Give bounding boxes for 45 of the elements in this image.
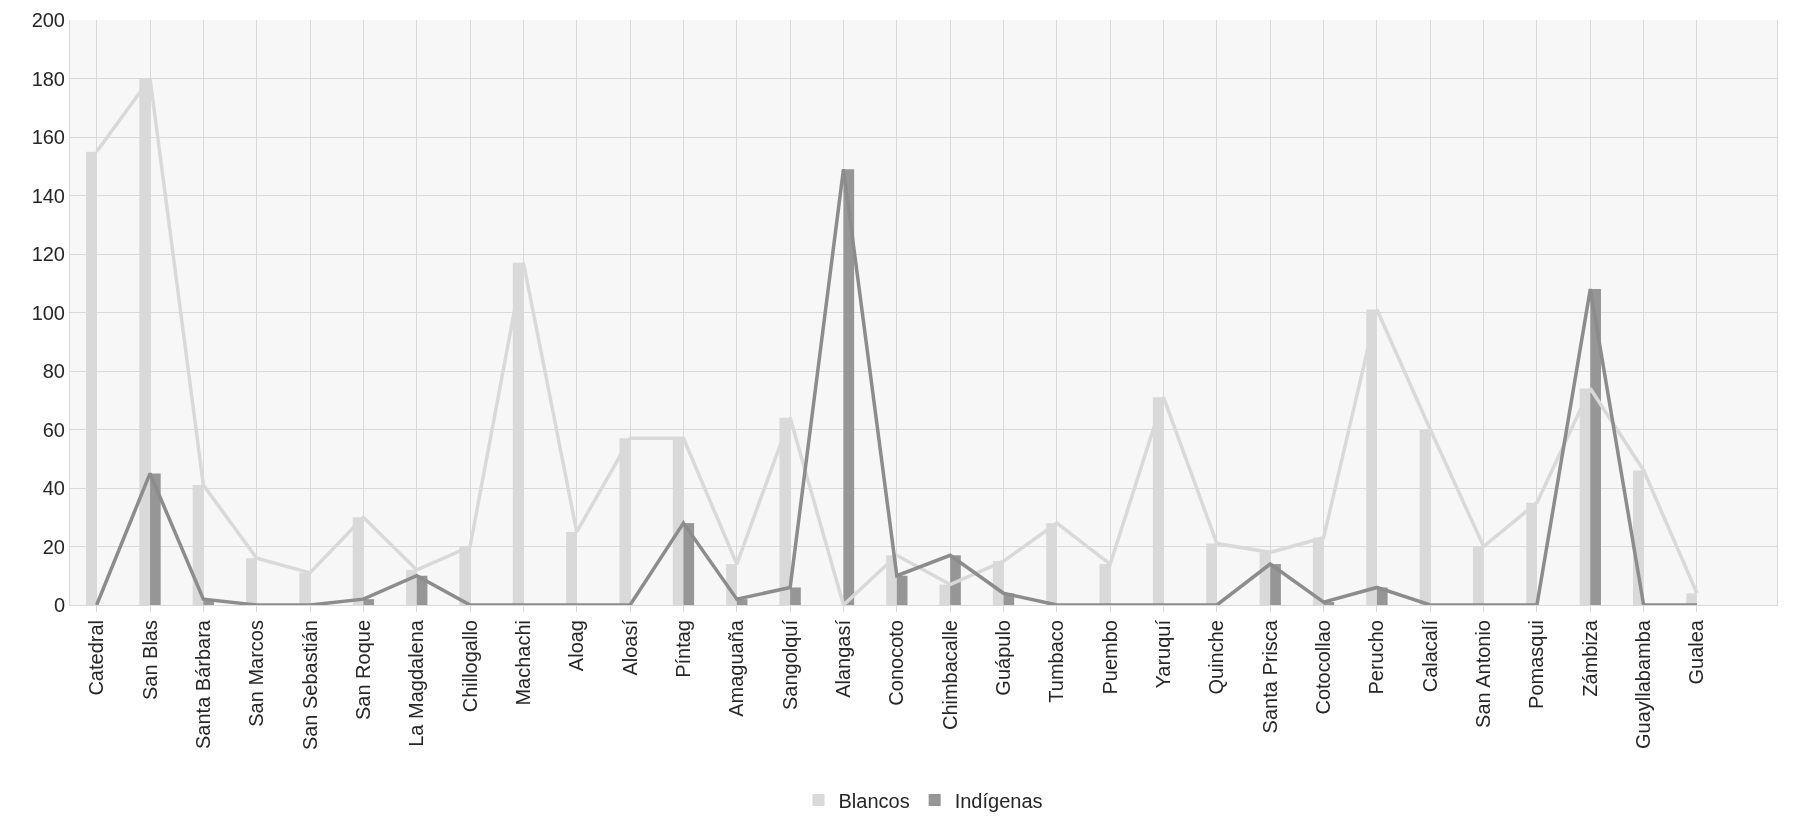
y-tick-label: 20 bbox=[42, 535, 65, 558]
x-tick-label: San Marcos bbox=[245, 620, 268, 727]
y-tick-label: 60 bbox=[42, 418, 65, 441]
y-tick-label: 100 bbox=[31, 301, 65, 324]
x-tick-label: Quinche bbox=[1205, 620, 1228, 695]
x-tick-label: Alangasí bbox=[831, 619, 854, 698]
x-tick-label: Conocoto bbox=[885, 620, 908, 706]
legend-label: Blancos bbox=[838, 789, 910, 812]
x-tick-label: Tumbaco bbox=[1045, 620, 1068, 703]
x-tick-label: San Roque bbox=[351, 620, 374, 721]
x-tick-label: Zámbiza bbox=[1578, 619, 1601, 697]
x-tick-label: Perucho bbox=[1365, 620, 1388, 695]
x-tick-label: Amaguaña bbox=[725, 619, 748, 717]
x-tick-label: Catedral bbox=[85, 620, 108, 696]
x-tick-label: San Antonio bbox=[1472, 620, 1495, 728]
x-tick-label: Santa Prisca bbox=[1258, 619, 1281, 734]
y-tick-label: 120 bbox=[31, 243, 65, 265]
x-tick-label: Gualea bbox=[1685, 619, 1708, 685]
x-tick-label: Yaruquí bbox=[1152, 619, 1175, 689]
x-tick-label: Santa Bárbara bbox=[191, 619, 214, 749]
x-tick-label: Chimbacalle bbox=[938, 620, 961, 731]
x-tick-label: La Magdalena bbox=[405, 619, 428, 747]
x-tick-label: Guayllabamba bbox=[1632, 619, 1655, 749]
x-tick-label: San Blas bbox=[138, 620, 161, 701]
x-tick-label: Chillogallo bbox=[458, 620, 481, 713]
y-tick-label: 140 bbox=[31, 184, 65, 207]
x-tick-label: Aloag bbox=[565, 620, 588, 672]
y-tick-label: 0 bbox=[53, 594, 65, 616]
legend-label: Indígenas bbox=[954, 789, 1043, 812]
x-tick-label: Puembo bbox=[1098, 620, 1121, 695]
y-tick-label: 180 bbox=[31, 67, 65, 90]
x-tick-label: Píntag bbox=[671, 620, 694, 678]
x-tick-label: Aloasí bbox=[618, 619, 641, 676]
y-tick-label: 80 bbox=[42, 360, 65, 382]
x-tick-label: San Sebastián bbox=[298, 620, 321, 751]
x-tick-label: Cotocollao bbox=[1312, 620, 1335, 715]
y-tick-label: 40 bbox=[42, 477, 65, 499]
y-tick-label: 160 bbox=[31, 126, 65, 148]
line-series bbox=[94, 167, 1699, 605]
x-tick-label: Calacalí bbox=[1418, 619, 1441, 693]
y-tick-label: 200 bbox=[31, 9, 65, 31]
x-tick-label: Guápulo bbox=[992, 620, 1015, 696]
x-tick-label: Machachi bbox=[511, 620, 534, 706]
x-tick-label: Sangolquí bbox=[778, 619, 801, 711]
x-tick-label: Pomasqui bbox=[1525, 620, 1548, 709]
